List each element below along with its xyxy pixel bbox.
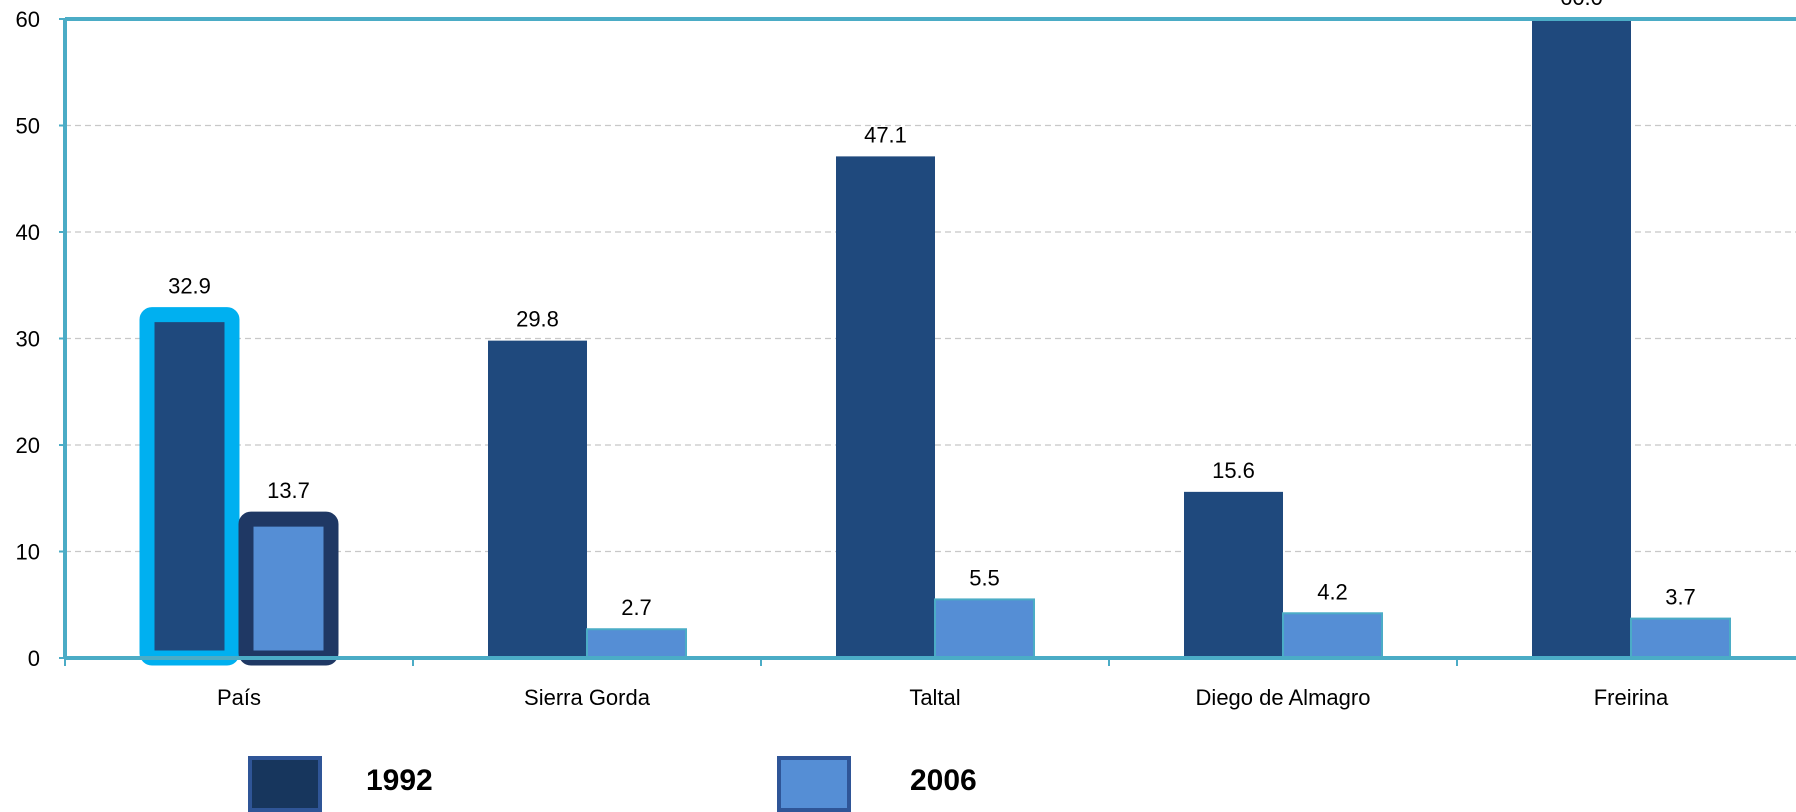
- bar-1992-1: [488, 340, 587, 658]
- y-tick-label: 20: [16, 433, 40, 458]
- data-label-2006-4: 3.7: [1665, 585, 1696, 610]
- data-label-1992-2: 47.1: [864, 122, 907, 147]
- data-label-2006-3: 4.2: [1317, 579, 1348, 604]
- data-label-1992-3: 15.6: [1212, 458, 1255, 483]
- bars: [139, 19, 1731, 666]
- x-axis-ticks: País Sierra Gorda Taltal Diego de Almagro Fr…: [64, 658, 1669, 710]
- y-tick-label: 0: [28, 646, 40, 671]
- bar-2006-2: [934, 598, 1035, 659]
- y-tick-label: 50: [16, 114, 40, 139]
- bar-1992-3: [1184, 491, 1283, 658]
- bar-2006-3: [1282, 612, 1383, 660]
- bar-2006-0: [238, 511, 339, 666]
- bar-2006-4: [1630, 617, 1731, 659]
- data-label-1992-1: 29.8: [516, 307, 559, 332]
- bar-1992-0: [139, 307, 240, 666]
- x-category-label: Diego de Almagro: [1196, 685, 1371, 710]
- bar-2006-1: [586, 628, 687, 659]
- data-label-2006-2: 5.5: [969, 565, 1000, 590]
- legend-swatch-1992: [248, 756, 322, 812]
- data-label-2006-0: 13.7: [267, 478, 310, 503]
- x-category-label: Taltal: [909, 685, 960, 710]
- y-tick-label: 10: [16, 540, 40, 565]
- bar-1992-2: [836, 156, 935, 658]
- y-tick-label: 40: [16, 220, 40, 245]
- x-category-label: Freirina: [1594, 685, 1669, 710]
- y-tick-label: 30: [16, 327, 40, 352]
- legend-swatch-2006: [777, 756, 851, 812]
- bar-1992-4: [1532, 19, 1631, 658]
- legend: 1992 2006: [0, 756, 1796, 812]
- data-label-1992-4: 60.0: [1560, 0, 1603, 10]
- data-label-1992-0: 32.9: [168, 274, 211, 299]
- y-axis-ticks: 0 10 20 30 40 50 60: [16, 7, 65, 671]
- x-category-label: Sierra Gorda: [524, 685, 651, 710]
- x-category-label: País: [217, 685, 261, 710]
- legend-label-2006: 2006: [910, 764, 977, 797]
- legend-label-1992: 1992: [366, 764, 433, 797]
- bar-chart: 0 10 20 30 40 50 60 País Sierra Gorda Taltal Dieg…: [16, 0, 1796, 710]
- y-tick-label: 60: [16, 7, 40, 32]
- data-label-2006-1: 2.7: [621, 595, 652, 620]
- data-labels: 32.9 13.7 29.8 2.7 47.1 5.5 15.6 4.2 60.0 3.7: [168, 0, 1696, 620]
